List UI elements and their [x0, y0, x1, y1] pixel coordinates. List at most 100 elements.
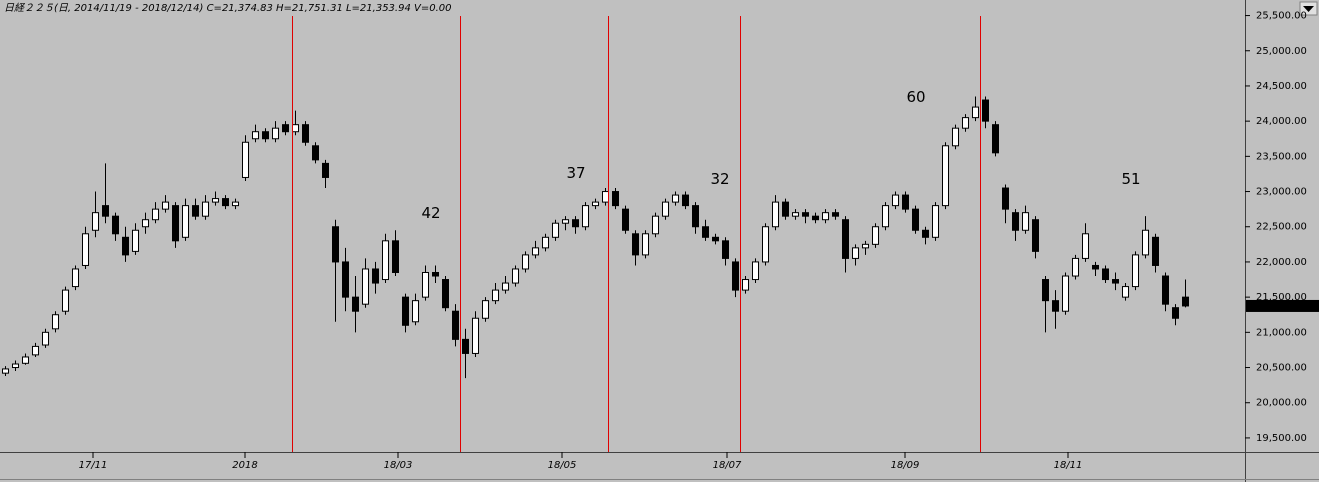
candle-body [322, 162, 329, 178]
plot-area [2, 96, 1189, 379]
candle-body [782, 201, 789, 217]
candle-body [742, 279, 749, 291]
candle-body [802, 212, 809, 217]
candle-body [442, 279, 449, 309]
candle-body [842, 219, 849, 259]
candle-body [472, 317, 479, 354]
candle-body [432, 271, 439, 277]
annotation: 60 [906, 88, 925, 106]
candle-body [62, 289, 69, 312]
candle-body [362, 268, 369, 305]
y-tick-label: 25,500.00 [1256, 11, 1307, 22]
candle-body [1062, 275, 1069, 312]
candle-body [822, 212, 829, 221]
candle-body [82, 233, 89, 266]
candle-body [1102, 268, 1109, 281]
candle-body [542, 236, 549, 249]
candle-body [1122, 286, 1129, 298]
candle-body [12, 363, 19, 369]
candle-body [152, 208, 159, 221]
candle-body [752, 261, 759, 281]
candle-body [292, 124, 299, 133]
annotation: 32 [710, 170, 729, 188]
candle-body [52, 314, 59, 330]
candle-body [112, 215, 119, 235]
y-tick-label: 20,000.00 [1256, 398, 1307, 409]
candle-body [202, 201, 209, 217]
candle-body [592, 201, 599, 207]
candle-body [22, 356, 29, 364]
y-tick-label: 24,500.00 [1256, 81, 1307, 92]
candle-body [792, 212, 799, 217]
candle-body [672, 194, 679, 203]
candle-body [922, 229, 929, 238]
candle-body [1162, 275, 1169, 305]
candle-body [182, 205, 189, 238]
x-tick-label: 18/05 [548, 460, 577, 471]
candle-body [512, 268, 519, 284]
y-tick-label: 23,500.00 [1256, 151, 1307, 162]
candle-body [1172, 307, 1179, 319]
candle-body [682, 194, 689, 207]
candle-body [532, 247, 539, 256]
candle-body [32, 345, 39, 356]
candle-body [522, 254, 529, 270]
candle-body [302, 124, 309, 143]
candle-body [652, 215, 659, 235]
chart-title: 日経２２５(日, 2014/11/19 - 2018/12/14) C=21,3… [4, 2, 452, 14]
last-price-label: 21,374.83 [1253, 301, 1304, 312]
candle-body [892, 194, 899, 207]
candle-body [992, 124, 999, 154]
candle-body [712, 236, 719, 242]
candle-body [212, 198, 219, 203]
candle-body [462, 338, 469, 354]
candle-body [492, 289, 499, 302]
x-tick-label: 18/03 [384, 460, 413, 471]
candle-body [102, 205, 109, 217]
dropdown-arrow [1303, 6, 1314, 12]
y-tick-label: 22,000.00 [1256, 257, 1307, 268]
candle-body [332, 226, 339, 263]
candle-body [732, 261, 739, 291]
candle-body [282, 124, 289, 133]
candle-body [1012, 212, 1019, 231]
candle-body [622, 208, 629, 231]
candle-body [382, 240, 389, 281]
x-tick-label: 18/11 [1054, 460, 1083, 471]
y-tick-label: 25,000.00 [1256, 46, 1307, 57]
candle-body [222, 198, 229, 207]
candle-body [482, 300, 489, 319]
candle-body [242, 141, 249, 178]
candle-body [72, 268, 79, 288]
annotation: 51 [1121, 170, 1140, 188]
candle-body [702, 226, 709, 238]
candle-body [872, 226, 879, 245]
candle-body [642, 233, 649, 256]
candle-body [722, 240, 729, 259]
y-tick-label: 21,000.00 [1256, 327, 1307, 338]
candle-body [1052, 300, 1059, 312]
candle-body [1152, 236, 1159, 266]
candle-body [942, 145, 949, 207]
y-tick-label: 20,500.00 [1256, 363, 1307, 374]
candle-body [232, 201, 239, 207]
candle-body [372, 268, 379, 284]
y-tick-label: 22,500.00 [1256, 222, 1307, 233]
candle-body [262, 131, 269, 140]
candle-body [762, 226, 769, 263]
candle-body [662, 201, 669, 217]
y-tick-label: 23,000.00 [1256, 187, 1307, 198]
candle-body [582, 205, 589, 228]
candle-body [412, 300, 419, 323]
candle-body [1142, 229, 1149, 256]
candle-body [92, 212, 99, 231]
candle-body [812, 215, 819, 221]
candle-body [272, 127, 279, 140]
candle-body [632, 233, 639, 256]
candle-body [1002, 187, 1009, 210]
candle-body [962, 117, 969, 129]
annotation: 42 [421, 204, 440, 222]
